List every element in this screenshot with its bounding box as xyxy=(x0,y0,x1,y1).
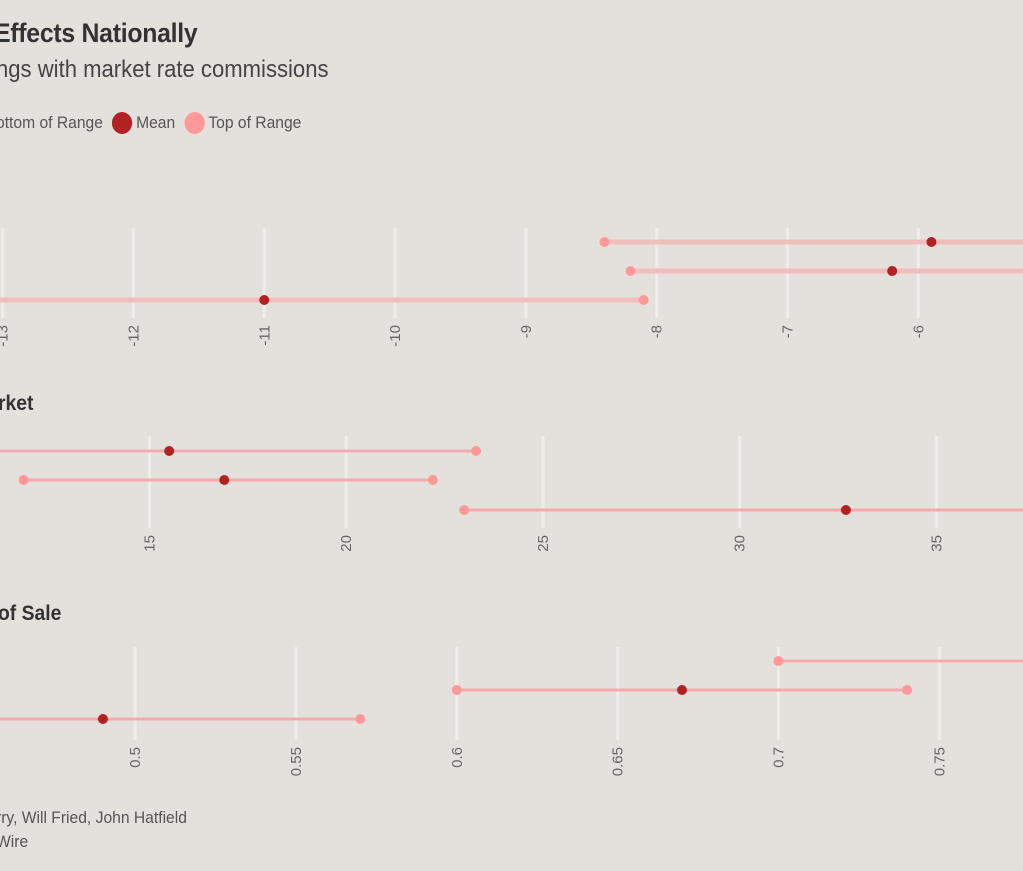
panel-title-sale: of Sale xyxy=(0,602,62,625)
chart-subtitle: ngs with market rate commissions xyxy=(0,56,329,83)
top-of-range-point xyxy=(427,475,438,485)
bottom-of-range-point xyxy=(459,505,470,515)
mean-point xyxy=(219,475,230,485)
x-tick-label: 35 xyxy=(928,535,945,552)
legend-mean-dot-icon xyxy=(112,112,133,134)
x-tick-label: 25 xyxy=(535,535,552,552)
mean-point xyxy=(259,295,270,305)
x-tick-label: 0.75 xyxy=(931,747,948,776)
legend-item-mean: Mean xyxy=(112,112,175,134)
top-of-range-point xyxy=(902,685,913,695)
bottom-of-range-point xyxy=(625,266,636,276)
x-tick-label: -6 xyxy=(910,325,927,338)
x-tick-label: 0.65 xyxy=(610,747,627,776)
caption-authors: rry, Will Fried, John Hatfield xyxy=(0,808,187,827)
x-tick-label: -7 xyxy=(780,325,797,338)
mean-point xyxy=(164,446,175,456)
legend-label: Top of Range xyxy=(208,113,302,132)
x-tick-label: -10 xyxy=(387,325,404,347)
top-of-range-point xyxy=(471,446,482,456)
legend-item-top-of-range: Top of Range xyxy=(184,112,301,134)
legend-top-dot-icon xyxy=(184,112,205,134)
mean-point xyxy=(926,237,937,247)
x-tick-label: 0.55 xyxy=(288,747,305,776)
top-of-range-point xyxy=(355,714,366,724)
x-tick-label: -11 xyxy=(256,325,273,346)
mean-point xyxy=(887,266,898,276)
x-tick-label: -8 xyxy=(649,325,666,338)
x-tick-label: 0.6 xyxy=(449,747,466,768)
x-tick-label: 15 xyxy=(142,535,159,552)
chart-title: Effects Nationally xyxy=(0,18,198,48)
bottom-of-range-point xyxy=(18,475,29,485)
x-tick-label: -12 xyxy=(125,325,142,347)
legend-label: ottom of Range xyxy=(0,113,103,132)
bottom-of-range-point xyxy=(773,656,784,666)
mean-point xyxy=(97,714,108,724)
top-of-range-point xyxy=(638,295,649,305)
x-tick-label: -13 xyxy=(0,325,12,347)
legend-item-bottom-of-range: ottom of Range xyxy=(0,113,103,133)
x-tick-label: 20 xyxy=(338,535,355,552)
panel-title-market: rket xyxy=(0,392,34,415)
mean-point xyxy=(677,685,687,695)
legend: ottom of Range Mean Top of Range xyxy=(0,112,311,134)
x-tick-label: -9 xyxy=(518,325,535,338)
bottom-of-range-point xyxy=(599,237,610,247)
x-tick-label: 0.7 xyxy=(771,747,788,768)
bottom-of-range-point xyxy=(451,685,462,695)
x-tick-label: 0.5 xyxy=(127,747,144,768)
caption-source: Wire xyxy=(0,832,29,851)
mean-point xyxy=(840,505,851,515)
legend-label: Mean xyxy=(136,113,176,132)
x-tick-label: 30 xyxy=(732,535,749,552)
